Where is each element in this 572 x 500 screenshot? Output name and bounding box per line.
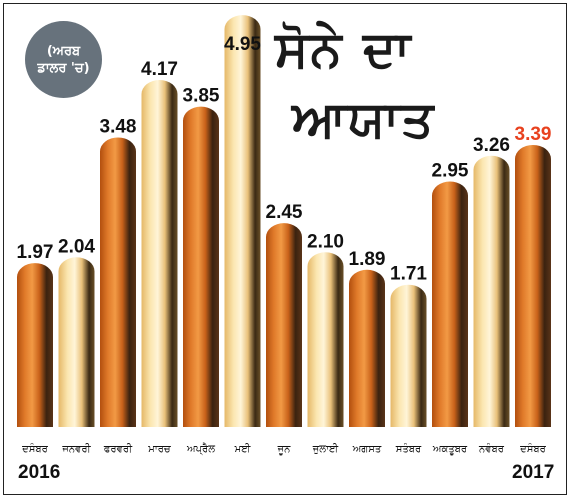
bar-9 [349,269,385,427]
chart-title-line1: ਸੋਨੇ ਦਾ [275,20,413,78]
value-label-6: 4.95 [224,34,261,55]
bar-10 [390,284,427,427]
category-label-2: ਜਨਵਰੀ [61,443,91,455]
category-label-3: ਫਰਵਰੀ [103,443,133,455]
bar-base-9 [349,411,385,427]
value-label-12: 3.26 [473,135,510,156]
bar-base-5 [183,411,219,427]
bar-4 [141,80,178,427]
bar-base-8 [307,411,344,427]
value-label-5: 3.85 [183,86,220,107]
category-label-7: ਜੂਨ [277,444,292,455]
bar-base-13 [515,411,551,427]
category-label-8: ਜੁਲਾਈ [312,443,339,455]
bar-3 [100,137,136,428]
bar-base-3 [100,411,136,427]
chart-frame [3,3,567,495]
category-label-1: ਦਸੰਬਰ [21,443,49,455]
value-label-7: 2.45 [266,202,303,223]
value-label-1: 1.97 [17,242,54,263]
category-label-12: ਨਵੰਬਰ [478,443,505,455]
end-year-label: 2017 [512,462,555,483]
bar-7 [266,223,302,427]
unit-badge-line2: ਡਾਲਰ 'ਚ) [37,60,90,76]
category-label-9: ਅਗਸਤ [352,444,382,455]
bar-base-6 [224,411,261,427]
bar-base-10 [390,411,427,427]
category-label-13: ਦਸੰਬਰ [519,443,547,455]
unit-badge: (ਅਰਬ ਡਾਲਰ 'ਚ) [25,21,102,98]
bar-6 [224,15,261,427]
bar-base-11 [432,411,468,427]
bar-base-4 [141,411,178,427]
unit-badge-line1: (ਅਰਬ [46,43,81,59]
value-label-2: 2.04 [58,236,95,257]
value-label-9: 1.89 [349,249,386,270]
value-label-13: 3.39 [515,124,552,145]
value-label-4: 4.17 [141,59,178,80]
category-label-5: ਅਪ੍ਰੈਲ [186,443,215,455]
bar-13 [515,144,551,427]
chart-title-line2: ਆਯਾਤ [292,90,436,148]
bar-12 [473,155,510,427]
value-label-10: 1.71 [390,264,427,285]
category-label-10: ਸਤੰਬਰ [395,443,422,455]
bar-8 [307,252,344,427]
bar-base-7 [266,411,302,427]
bar-5 [183,106,219,428]
bar-11 [432,181,468,427]
value-label-3: 3.48 [100,116,137,137]
category-label-11: ਅਕਤੂਬਰ [432,444,468,455]
value-label-11: 2.95 [432,161,469,182]
bar-2 [58,257,95,427]
bar-base-2 [58,411,95,427]
start-year-label: 2016 [18,462,61,483]
category-label-6: ਮਈ [234,443,252,455]
bar-base-1 [17,411,53,427]
category-label-4: ਮਾਰਚ [147,444,171,455]
value-label-8: 2.10 [307,231,344,252]
bar-base-12 [473,411,510,427]
bar-1 [17,263,53,427]
